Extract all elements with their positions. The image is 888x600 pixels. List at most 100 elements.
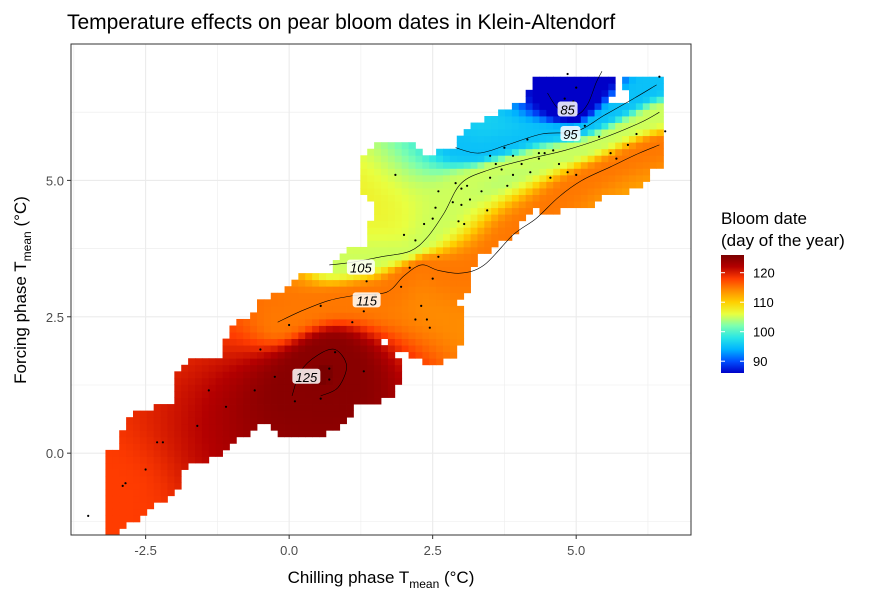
heatmap-cell: [553, 207, 561, 215]
heatmap-cell: [381, 266, 389, 274]
heatmap-cell: [139, 482, 148, 490]
heatmap-cell: [394, 299, 403, 307]
heatmap-cell: [484, 116, 492, 123]
heatmap-cell: [443, 312, 451, 320]
heatmap-cell: [133, 456, 141, 464]
heatmap-cell: [367, 384, 375, 392]
heatmap-cell: [257, 371, 265, 379]
heatmap-cell: [429, 332, 437, 339]
heatmap-cell: [525, 161, 533, 169]
heatmap-cell: [401, 174, 409, 182]
heatmap-cell: [353, 332, 361, 339]
heatmap-cell: [174, 404, 182, 412]
observation-point: [526, 138, 529, 141]
heatmap-cell: [387, 266, 396, 274]
heatmap-cell: [257, 364, 265, 372]
heatmap-cell: [153, 482, 161, 490]
heatmap-cell: [332, 338, 341, 346]
heatmap-cell: [367, 161, 375, 169]
heatmap-cell: [567, 116, 575, 123]
heatmap-cell: [277, 404, 285, 412]
heatmap-cell: [567, 89, 575, 97]
heatmap-cell: [546, 181, 554, 189]
observation-point: [87, 514, 90, 518]
heatmap-cell: [422, 286, 430, 294]
heatmap-cell: [332, 345, 341, 353]
heatmap-cell: [449, 292, 458, 300]
heatmap-cell: [401, 181, 409, 189]
heatmap-cell: [263, 371, 272, 379]
heatmap-cell: [463, 279, 471, 287]
heatmap-cell: [415, 312, 423, 320]
heatmap-cell: [635, 109, 644, 117]
heatmap-cell: [394, 220, 403, 228]
heatmap-cell: [236, 364, 244, 372]
heatmap-cell: [346, 279, 354, 287]
heatmap-cell: [153, 410, 161, 418]
heatmap-cell: [387, 227, 396, 235]
heatmap-cell: [415, 161, 423, 169]
heatmap-cell: [615, 168, 623, 176]
heatmap-cell: [381, 233, 389, 241]
heatmap-cell: [339, 286, 347, 294]
heatmap-cell: [222, 443, 230, 451]
heatmap-cell: [408, 273, 416, 281]
heatmap-cell: [394, 142, 403, 150]
heatmap-cell: [615, 174, 623, 182]
heatmap-cell: [532, 83, 540, 91]
heatmap-cell: [153, 423, 161, 431]
heatmap-cell: [332, 397, 341, 405]
heatmap-cell: [339, 338, 347, 346]
heatmap-cell: [505, 168, 513, 176]
heatmap-cell: [291, 358, 299, 366]
heatmap-cell: [546, 148, 554, 156]
heatmap-cell: [367, 397, 375, 405]
heatmap-cell: [422, 325, 430, 333]
heatmap-cell: [387, 214, 396, 222]
heatmap-cell: [387, 351, 396, 359]
heatmap-cell: [374, 325, 382, 333]
heatmap-cell: [429, 240, 437, 248]
heatmap-cell: [449, 148, 458, 156]
heatmap-cell: [374, 227, 382, 235]
heatmap-cell: [360, 312, 368, 320]
heatmap-cell: [146, 469, 155, 477]
heatmap-cell: [525, 122, 533, 130]
heatmap-cell: [139, 417, 148, 425]
heatmap-cell: [436, 253, 444, 261]
heatmap-cell: [491, 142, 499, 150]
heatmap-cell: [201, 358, 210, 366]
heatmap-cell: [353, 246, 361, 254]
heatmap-cell: [560, 201, 568, 209]
heatmap-cell: [374, 266, 382, 274]
heatmap-cell: [656, 135, 664, 143]
heatmap-cell: [491, 188, 499, 195]
heatmap-cell: [381, 240, 389, 248]
heatmap-cell: [208, 410, 217, 418]
heatmap-cell: [415, 260, 423, 267]
heatmap-cell: [250, 332, 258, 339]
heatmap-cell: [484, 129, 492, 137]
heatmap-cell: [181, 417, 189, 425]
heatmap-cell: [201, 397, 210, 405]
observation-point: [420, 304, 423, 307]
heatmap-cell: [656, 129, 664, 137]
heatmap-cell: [367, 377, 375, 385]
heatmap-cell: [415, 207, 423, 215]
heatmap-cell: [601, 122, 609, 130]
observation-point: [394, 173, 397, 176]
heatmap-cell: [201, 423, 210, 431]
heatmap-cell: [339, 358, 347, 366]
observation-point: [664, 130, 667, 133]
heatmap-cell: [456, 188, 465, 195]
heatmap-cell: [525, 96, 533, 104]
heatmap-cell: [608, 129, 616, 137]
heatmap-cell: [312, 332, 320, 339]
heatmap-cell: [270, 377, 279, 385]
heatmap-cell: [236, 397, 244, 405]
heatmap-cell: [622, 102, 630, 110]
heatmap-cell: [332, 318, 341, 326]
heatmap-cell: [470, 253, 478, 261]
heatmap-cell: [429, 246, 437, 254]
heatmap-cell: [463, 155, 471, 163]
